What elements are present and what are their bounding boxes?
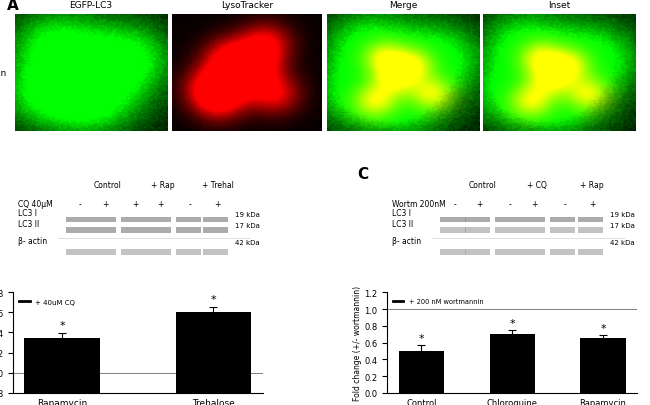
Text: 17 kDa: 17 kDa (610, 222, 634, 228)
FancyBboxPatch shape (176, 249, 201, 255)
Text: Inset: Inset (548, 1, 570, 10)
Text: -: - (508, 200, 511, 209)
FancyBboxPatch shape (578, 228, 603, 233)
Text: +: + (102, 200, 109, 209)
FancyBboxPatch shape (146, 217, 171, 222)
Text: LC3 I: LC3 I (393, 209, 411, 217)
FancyBboxPatch shape (66, 217, 91, 222)
Text: LC3 II: LC3 II (18, 220, 39, 228)
FancyBboxPatch shape (121, 228, 146, 233)
FancyBboxPatch shape (520, 249, 545, 255)
FancyBboxPatch shape (440, 217, 465, 222)
Text: *: * (59, 321, 65, 330)
FancyBboxPatch shape (203, 217, 228, 222)
Text: + CQ: + CQ (527, 181, 547, 190)
Text: LC3 II: LC3 II (393, 220, 413, 228)
FancyBboxPatch shape (66, 228, 91, 233)
FancyBboxPatch shape (465, 249, 491, 255)
Text: EGFP-LC3: EGFP-LC3 (70, 1, 112, 10)
FancyBboxPatch shape (146, 228, 171, 233)
Text: -: - (564, 200, 566, 209)
FancyBboxPatch shape (440, 249, 465, 255)
Text: β- actin: β- actin (18, 237, 47, 245)
Bar (489, 335, 535, 393)
FancyBboxPatch shape (495, 249, 521, 255)
Text: *: * (510, 318, 515, 328)
Text: *: * (600, 323, 606, 333)
FancyBboxPatch shape (176, 228, 201, 233)
Text: 19 kDa: 19 kDa (610, 212, 634, 217)
Text: A: A (6, 0, 18, 13)
Text: -: - (454, 200, 456, 209)
FancyBboxPatch shape (550, 249, 575, 255)
Bar (398, 351, 444, 393)
Y-axis label: Fold change (+/- wortmannin): Fold change (+/- wortmannin) (353, 285, 361, 400)
FancyBboxPatch shape (121, 249, 146, 255)
Text: CQ 40μM: CQ 40μM (18, 200, 53, 209)
FancyBboxPatch shape (176, 217, 201, 222)
Text: 17 kDa: 17 kDa (235, 222, 260, 228)
Text: 42 kDa: 42 kDa (610, 239, 634, 245)
Text: Control: Control (94, 181, 122, 190)
FancyBboxPatch shape (440, 228, 465, 233)
FancyBboxPatch shape (465, 228, 491, 233)
Text: C: C (358, 167, 369, 182)
Legend: + 40uM CQ: + 40uM CQ (16, 296, 78, 307)
Text: -: - (189, 200, 192, 209)
Text: 42 kDa: 42 kDa (235, 239, 260, 245)
Text: +: + (214, 200, 221, 209)
FancyBboxPatch shape (91, 228, 116, 233)
Text: + Rap: + Rap (151, 181, 175, 190)
Text: + Trehal: + Trehal (202, 181, 233, 190)
Text: β- actin: β- actin (393, 237, 421, 245)
Text: 19 kDa: 19 kDa (235, 212, 260, 217)
FancyBboxPatch shape (520, 228, 545, 233)
FancyBboxPatch shape (66, 249, 91, 255)
FancyBboxPatch shape (495, 217, 521, 222)
Text: +: + (532, 200, 538, 209)
Text: Rapamycin: Rapamycin (0, 69, 6, 78)
FancyBboxPatch shape (146, 249, 171, 255)
FancyBboxPatch shape (550, 217, 575, 222)
Text: +: + (157, 200, 163, 209)
Text: Wortm 200nM: Wortm 200nM (393, 200, 446, 209)
Text: +: + (132, 200, 138, 209)
Bar (580, 339, 626, 393)
FancyBboxPatch shape (91, 217, 116, 222)
FancyBboxPatch shape (578, 217, 603, 222)
Text: -: - (79, 200, 82, 209)
Text: +: + (589, 200, 595, 209)
Bar (24, 338, 100, 405)
Text: +: + (476, 200, 483, 209)
FancyBboxPatch shape (203, 249, 228, 255)
FancyBboxPatch shape (121, 217, 146, 222)
FancyBboxPatch shape (495, 228, 521, 233)
Text: Control: Control (468, 181, 496, 190)
FancyBboxPatch shape (203, 228, 228, 233)
FancyBboxPatch shape (520, 217, 545, 222)
Bar (176, 313, 252, 405)
Text: + Rap: + Rap (580, 181, 604, 190)
Legend: + 200 nM wortmannin: + 200 nM wortmannin (391, 296, 486, 307)
FancyBboxPatch shape (465, 217, 491, 222)
FancyBboxPatch shape (550, 228, 575, 233)
Text: *: * (419, 333, 424, 343)
Text: LysoTracker: LysoTracker (221, 1, 273, 10)
Text: LC3 I: LC3 I (18, 209, 37, 217)
FancyBboxPatch shape (91, 249, 116, 255)
FancyBboxPatch shape (578, 249, 603, 255)
Text: Merge: Merge (389, 1, 417, 10)
Text: *: * (211, 294, 216, 305)
